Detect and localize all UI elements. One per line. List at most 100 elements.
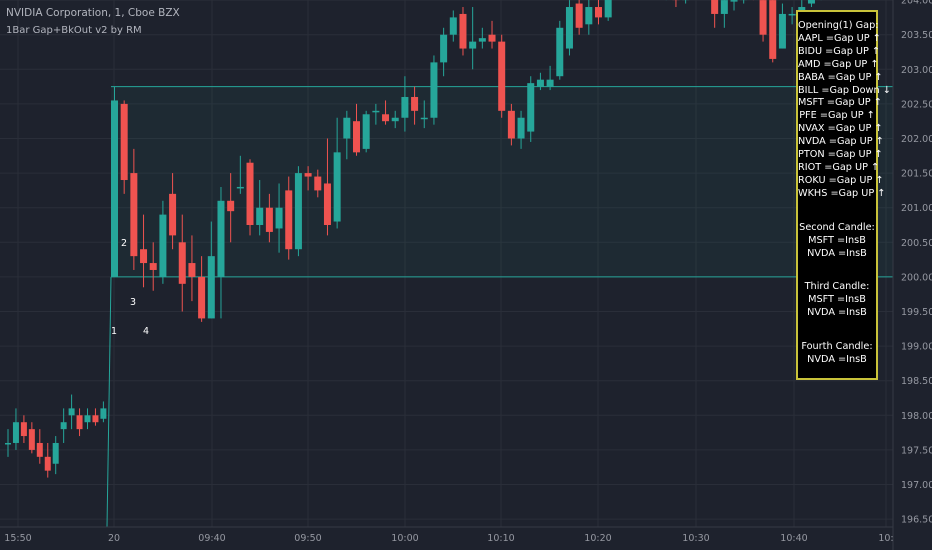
indicator-title[interactable]: 1Bar Gap+BkOut v2 by RM <box>6 25 142 36</box>
x-tick-label: 10:30 <box>682 533 709 544</box>
candle-body <box>188 263 196 277</box>
candle-body <box>60 422 67 430</box>
candle-body <box>120 103 128 181</box>
candle-body <box>178 242 186 284</box>
candle-body <box>84 415 91 423</box>
y-tick-label: 198.00 <box>901 411 932 422</box>
candle-body <box>459 13 467 49</box>
y-tick-label: 198.50 <box>901 376 932 387</box>
third-candle-row: NVDA =InsB <box>807 307 867 319</box>
fourth-candle-title: Fourth Candle: <box>801 341 873 353</box>
gap-row: RIOT =Gap UP ↑ <box>798 161 880 173</box>
candle-body <box>807 0 815 4</box>
symbol-title[interactable]: NVIDIA Corporation, 1, Cboe BZX <box>6 7 180 19</box>
candle-body <box>585 7 593 25</box>
time-axis[interactable]: 15:50 20 09:40 09:50 10:00 10:10 10:20 10:30 10:… <box>0 526 894 544</box>
y-tick-label: 203.50 <box>901 30 932 41</box>
candle-body <box>720 0 728 14</box>
second-candle-row: MSFT =InsB <box>808 234 866 246</box>
candle-body <box>440 34 448 63</box>
candle-body <box>498 41 506 111</box>
candle-body <box>353 121 360 153</box>
candle-body <box>111 100 118 277</box>
candle-labels: 1 2 3 4 <box>111 238 149 337</box>
candle-body <box>236 186 244 189</box>
candle-body <box>565 7 573 49</box>
candle-body <box>604 0 612 18</box>
candle-body <box>449 17 457 35</box>
candle-body <box>391 117 399 122</box>
y-tick-label: 196.50 <box>901 515 932 526</box>
gap-row: BILL =Gap Down ↓ <box>798 84 891 96</box>
second-candle-title: Second Candle: <box>799 221 875 233</box>
gap-row: PFE =Gap UP ↑ <box>799 110 875 122</box>
candle-body <box>430 62 438 118</box>
breakout-box-fill <box>111 86 893 277</box>
candle-label: 2 <box>121 238 127 249</box>
gap-row: NVAX =Gap UP ↑ <box>798 123 883 135</box>
gap-info-panel: Opening(1) Gap: AAPL =Gap UP ↑ BIDU =Gap… <box>796 10 891 380</box>
candle-body <box>169 193 177 236</box>
candle-body <box>130 173 138 257</box>
price-axis[interactable]: 196.50 197.00 197.50 198.00 198.50 199.00 199.… <box>892 0 932 550</box>
x-tick-label: 09:40 <box>198 533 225 544</box>
candles <box>5 0 822 478</box>
candle-body <box>149 263 157 270</box>
candle-body <box>759 0 767 35</box>
candle-body <box>401 96 409 118</box>
candle-body <box>36 442 43 457</box>
candle-body <box>323 183 331 225</box>
y-tick-label: 197.00 <box>901 480 932 491</box>
candle-body <box>304 173 312 177</box>
y-tick-label: 203.00 <box>901 65 932 76</box>
fourth-candle-row: NVDA =InsB <box>807 354 867 366</box>
candle-body <box>314 176 322 191</box>
y-tick-label: 202.00 <box>901 134 932 145</box>
y-tick-label: 199.00 <box>901 342 932 353</box>
candle-body <box>140 249 148 264</box>
candle-body <box>217 200 225 277</box>
x-tick-label: 15:50 <box>4 533 31 544</box>
candle-body <box>92 415 99 423</box>
candle-body <box>517 117 525 139</box>
candle-body <box>294 173 302 250</box>
second-candle-row: NVDA =InsB <box>807 247 867 259</box>
y-tick-label: 201.50 <box>901 169 932 180</box>
x-tick-label: 20 <box>108 533 120 544</box>
candle-body <box>12 422 19 443</box>
candle-body <box>778 13 786 49</box>
x-tick-label: 10: <box>878 533 893 544</box>
candle-label: 3 <box>130 297 136 308</box>
candle-label: 4 <box>143 326 149 337</box>
third-candle-title: Third Candle: <box>804 281 870 293</box>
candle-body <box>20 422 27 437</box>
candle-body <box>76 415 83 430</box>
y-tick-label: 201.00 <box>901 203 932 214</box>
candle-body <box>546 79 554 87</box>
candle-body <box>100 408 107 419</box>
third-candle-row: MSFT =InsB <box>808 294 866 306</box>
y-tick-label: 202.50 <box>901 99 932 110</box>
candle-body <box>28 429 35 450</box>
candle-body <box>420 117 428 120</box>
candle-body <box>265 207 273 232</box>
candle-body <box>730 0 738 2</box>
gap-row: AAPL =Gap UP ↑ <box>798 32 881 44</box>
candle-body <box>362 114 370 149</box>
candle-body <box>382 114 390 122</box>
session-gap-connector <box>106 276 112 528</box>
candle-body <box>343 117 351 139</box>
candle-body <box>333 152 341 222</box>
gap-row: MSFT =Gap UP ↑ <box>798 97 882 109</box>
y-tick-label: 199.50 <box>901 307 932 318</box>
x-tick-label: 09:50 <box>294 533 321 544</box>
candle-body <box>44 456 51 471</box>
candle-body <box>285 190 293 250</box>
candle-body <box>575 3 583 28</box>
gap-row: ROKU =Gap UP ↑ <box>798 174 884 186</box>
candle-body <box>469 41 477 49</box>
candle-body <box>527 83 535 132</box>
gap-panel-title: Opening(1) Gap: <box>798 20 879 31</box>
y-tick-label: 200.50 <box>901 238 932 249</box>
